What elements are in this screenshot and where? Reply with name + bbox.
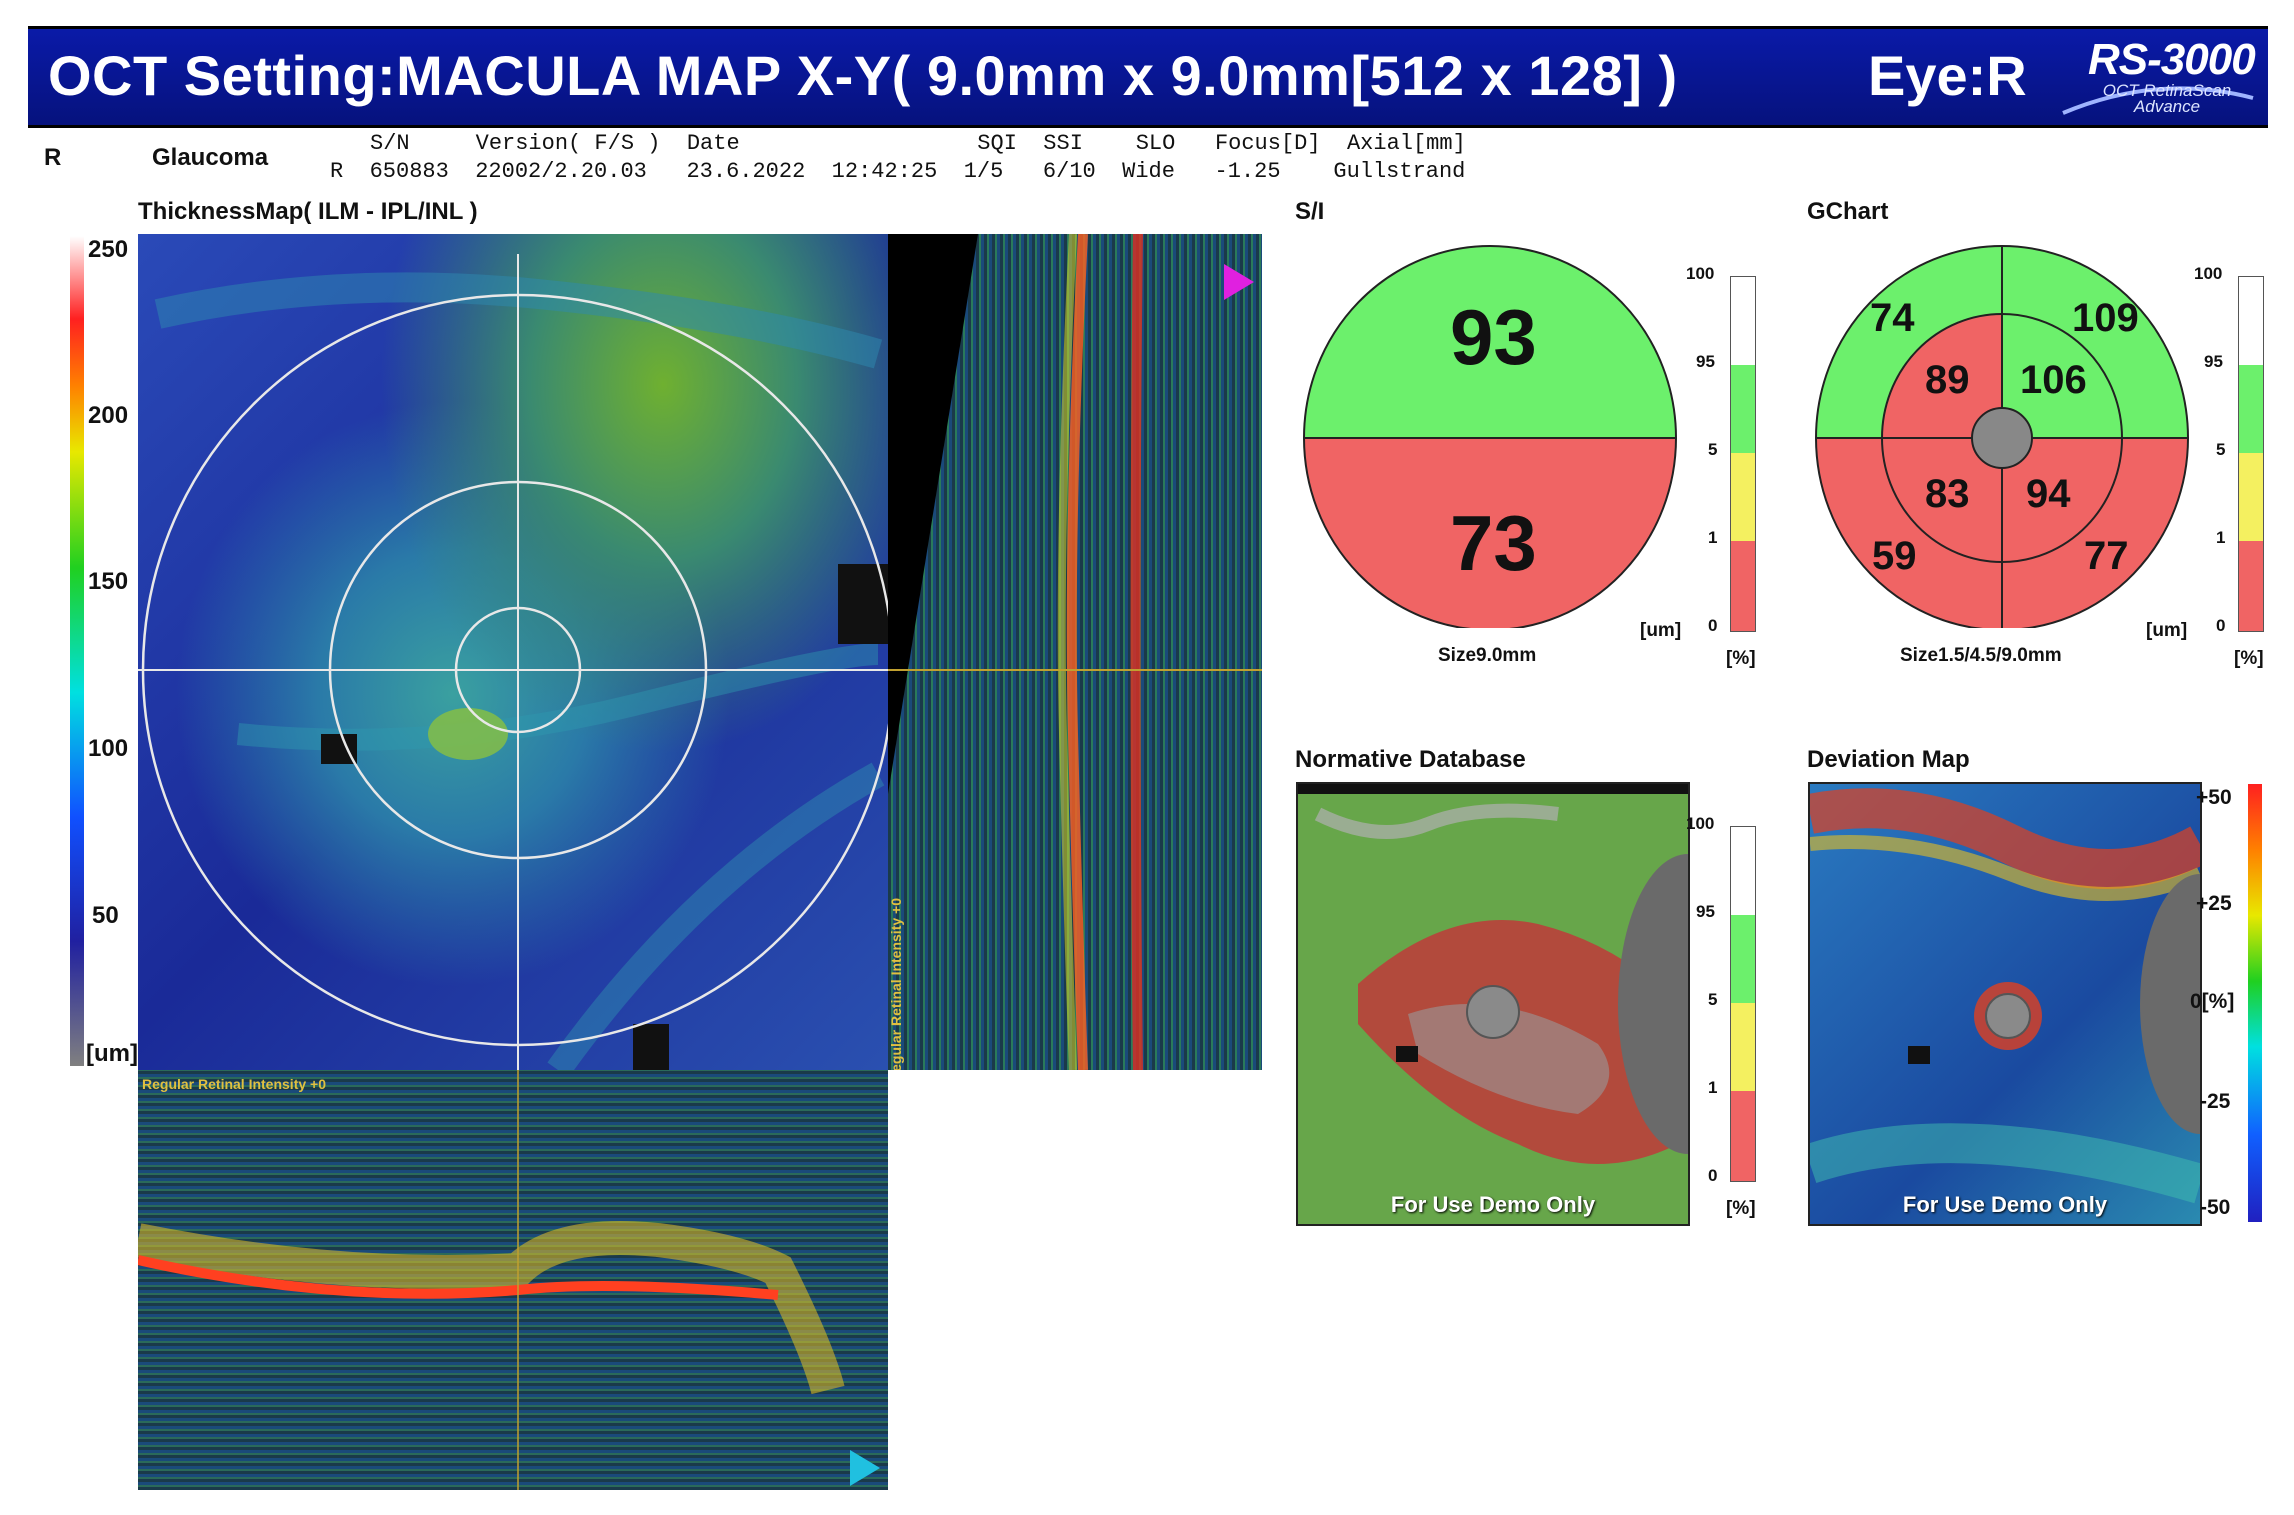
gchart-size-label: Size1.5/4.5/9.0mm: [1900, 645, 2062, 666]
gchart-inner-inf-temporal: 83: [1925, 472, 1970, 516]
optic-disc-marker: [838, 564, 888, 644]
normative-pct-5: 5: [1708, 990, 1718, 1009]
report-title: OCT Setting:MACULA MAP X-Y( 9.0mm x 9.0m…: [48, 44, 1678, 107]
scale-tick-100: 100: [88, 735, 129, 762]
si-pct-unit: [%]: [1726, 648, 1756, 669]
si-pct-1: 1: [1708, 528, 1718, 547]
gchart-inner-sup-nasal: 106: [2020, 358, 2087, 402]
si-chart: [1303, 245, 1677, 628]
device-logo: RS-3000 OCT RetinaScan Advance: [2058, 35, 2258, 119]
horizontal-bscan-marker-icon: [850, 1450, 880, 1486]
deviation-tick-plus50: +50: [2196, 786, 2232, 809]
si-pct-0: 0: [1708, 616, 1718, 635]
normative-map[interactable]: For Use Demo Only: [1296, 782, 1690, 1226]
vertical-bscan-marker-icon: [1224, 264, 1254, 300]
deviation-tick-minus50: -50: [2200, 1196, 2231, 1219]
deviation-map[interactable]: For Use Demo Only: [1808, 782, 2202, 1226]
scale-tick-150: 150: [88, 568, 129, 595]
gchart-outer-sup-temporal: 74: [1870, 296, 1915, 340]
normative-percent-bar: [1730, 826, 1756, 1182]
normative-watermark: For Use Demo Only: [1390, 1192, 1596, 1217]
horizontal-bscan-label: Regular Retinal Intensity +0: [142, 1076, 326, 1092]
title-bar: OCT Setting:MACULA MAP X-Y( 9.0mm x 9.0m…: [28, 26, 2268, 128]
deviation-tick-plus25: +25: [2196, 892, 2232, 915]
thickness-color-scale: [70, 236, 84, 1066]
si-inferior-value: 73: [1450, 499, 1537, 587]
gchart: [1815, 245, 2189, 628]
gchart-pct-1: 1: [2216, 528, 2226, 547]
normative-pct-0: 0: [1708, 1166, 1718, 1185]
normative-pct-unit: [%]: [1726, 1198, 1756, 1219]
info-header-row: S/N Version( F/S ) Date SQI SSI SLO Focu…: [370, 131, 1466, 156]
scale-tick-50: 50: [92, 902, 119, 929]
si-pct-100: 100: [1686, 264, 1715, 283]
si-pct-5: 5: [1708, 440, 1718, 459]
gchart-pct-unit: [%]: [2234, 648, 2264, 669]
thickness-map-overlay: [138, 254, 888, 1070]
normative-map-overlay: [1298, 794, 1688, 1224]
horizontal-bscan[interactable]: Regular Retinal Intensity +0: [138, 1070, 888, 1490]
gchart-inner-sup-temporal: 89: [1925, 358, 1970, 402]
si-size-label: Size9.0mm: [1438, 645, 1537, 666]
scale-tick-250: 250: [88, 236, 129, 263]
si-superior-value: 93: [1450, 293, 1537, 381]
logo-subtitle-line1: OCT RetinaScan: [2102, 81, 2232, 100]
vertical-bscan-label: Regular Retinal Intensity +0: [888, 898, 904, 1070]
normative-pct-1: 1: [1708, 1078, 1718, 1097]
normative-pct-100: 100: [1686, 814, 1715, 833]
deviation-title: Deviation Map: [1807, 746, 1970, 773]
logo-text: RS-3000: [2088, 35, 2256, 84]
eye-label: Eye:R: [1868, 44, 2027, 107]
thickness-map-image[interactable]: [138, 234, 888, 1070]
gchart-inner-superior-temporal: [1882, 314, 2002, 438]
si-percent-bar: [1730, 276, 1756, 632]
scale-tick-200: 200: [88, 402, 129, 429]
gchart-outer-inf-nasal: 77: [2084, 534, 2129, 578]
logo-swoosh-icon: [2062, 86, 2254, 115]
diagnosis-label: Glaucoma: [152, 144, 269, 171]
gchart-pct-95: 95: [2204, 352, 2223, 371]
gchart-title: GChart: [1807, 198, 1889, 225]
gchart-inner-inf-nasal: 94: [2026, 472, 2071, 516]
deviation-tick-minus25: -25: [2200, 1090, 2231, 1113]
gchart-outer-inf-temporal: 59: [1872, 534, 1917, 578]
eye-letter: R: [44, 144, 62, 171]
normative-pct-95: 95: [1696, 902, 1715, 921]
gchart-percent-bar: [2238, 276, 2264, 632]
horizontal-bscan-overlay: [138, 1070, 880, 1490]
si-chart-title: S/I: [1295, 198, 1325, 225]
gchart-outer-sup-nasal: 109: [2072, 296, 2139, 340]
logo-subtitle-line2: Advance: [2133, 97, 2201, 116]
deviation-tick-zero: 0[%]: [2190, 990, 2235, 1013]
gchart-pct-5: 5: [2216, 440, 2226, 459]
gchart-pct-0: 0: [2216, 616, 2226, 635]
scale-unit: [um]: [86, 1040, 138, 1067]
deviation-color-scale: [2248, 784, 2262, 1222]
artifact-marker: [633, 1024, 669, 1070]
si-unit: [um]: [1640, 620, 1682, 641]
gchart-pct-100: 100: [2194, 264, 2223, 283]
vertical-bscan[interactable]: Regular Retinal Intensity +0: [888, 234, 1262, 1070]
logo-subtitle: OCT RetinaScan Advance: [2092, 81, 2242, 116]
deviation-watermark: For Use Demo Only: [1902, 1192, 2108, 1217]
si-pct-95: 95: [1696, 352, 1715, 371]
deviation-map-overlay: [1810, 788, 2200, 1204]
vertical-bscan-overlay: [888, 234, 1262, 1070]
normative-title: Normative Database: [1295, 746, 1526, 773]
gchart-unit: [um]: [2146, 620, 2188, 641]
thickness-map-title: ThicknessMap( ILM - IPL/INL ): [138, 198, 478, 225]
info-value-row: R 650883 22002/2.20.03 23.6.2022 12:42:2…: [330, 159, 1466, 184]
